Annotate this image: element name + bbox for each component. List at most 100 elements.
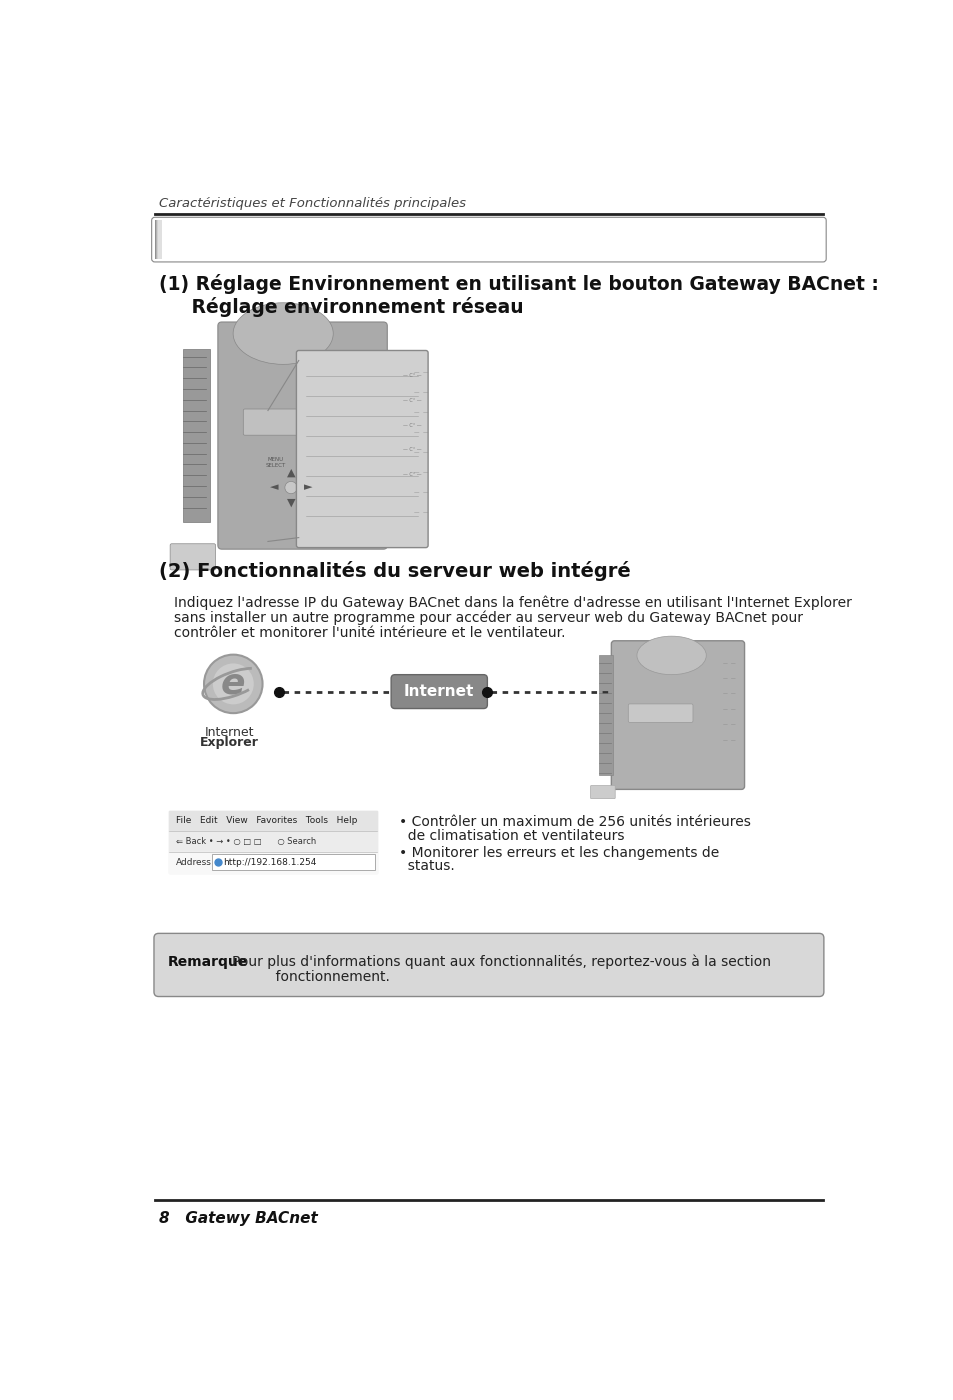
Bar — [157, 220, 161, 259]
FancyBboxPatch shape — [611, 641, 743, 790]
Bar — [156, 220, 160, 259]
Text: —  —: — — — [721, 692, 735, 696]
Bar — [155, 220, 159, 259]
Bar — [155, 220, 159, 259]
Bar — [156, 220, 160, 259]
Bar — [157, 220, 160, 259]
Bar — [154, 220, 158, 259]
Bar — [154, 220, 158, 259]
Bar — [158, 220, 161, 259]
Bar — [156, 220, 160, 259]
Bar — [157, 220, 161, 259]
Bar — [157, 220, 161, 259]
Bar — [158, 220, 162, 259]
Bar — [157, 220, 161, 259]
Bar — [155, 220, 159, 259]
FancyBboxPatch shape — [170, 543, 215, 570]
Bar — [154, 220, 158, 259]
Text: de climatisation et ventilateurs: de climatisation et ventilateurs — [398, 829, 623, 843]
Bar — [156, 220, 160, 259]
Bar — [157, 220, 161, 259]
Bar — [155, 220, 159, 259]
Bar — [156, 220, 160, 259]
Text: —  —: — — — [721, 676, 735, 680]
Bar — [156, 220, 160, 259]
Bar — [157, 220, 161, 259]
Bar — [157, 220, 161, 259]
Bar — [157, 220, 161, 259]
Bar — [155, 220, 159, 259]
Text: —  —: — — — [414, 469, 428, 475]
Bar — [157, 220, 161, 259]
Text: —  —: — — — [414, 510, 428, 515]
Bar — [154, 220, 158, 259]
Text: —  —: — — — [414, 430, 428, 434]
FancyBboxPatch shape — [243, 409, 315, 435]
Text: Caractéristiques et Fonctionnalités principales: Caractéristiques et Fonctionnalités prin… — [158, 197, 465, 210]
FancyBboxPatch shape — [296, 350, 428, 547]
Bar — [155, 220, 159, 259]
Bar — [155, 220, 159, 259]
Bar — [156, 220, 160, 259]
Bar — [155, 220, 159, 259]
Bar — [157, 220, 161, 259]
Bar — [155, 220, 159, 259]
Bar — [155, 220, 159, 259]
Bar — [155, 220, 159, 259]
Bar — [158, 220, 161, 259]
Text: ▲: ▲ — [287, 468, 295, 477]
Bar — [155, 220, 159, 259]
Bar — [154, 220, 158, 259]
Bar — [155, 220, 159, 259]
Text: fonctionnement.: fonctionnement. — [223, 970, 390, 984]
Bar — [156, 220, 160, 259]
Bar — [154, 220, 158, 259]
Bar — [157, 220, 161, 259]
Bar — [155, 220, 159, 259]
Bar — [156, 220, 160, 259]
Bar — [155, 220, 159, 259]
Bar — [155, 220, 159, 259]
Bar — [156, 220, 160, 259]
Circle shape — [285, 482, 297, 494]
Bar — [156, 220, 160, 259]
Bar — [156, 220, 160, 259]
Bar — [598, 655, 612, 774]
Bar — [157, 220, 161, 259]
Bar — [156, 220, 159, 259]
Bar — [155, 220, 158, 259]
Bar — [158, 220, 162, 259]
Text: • Monitorer les erreurs et les changements de: • Monitorer les erreurs et les changemen… — [398, 846, 719, 860]
Bar — [156, 220, 160, 259]
Bar — [156, 220, 160, 259]
Bar — [156, 220, 160, 259]
Bar — [155, 220, 159, 259]
Bar — [156, 220, 160, 259]
Circle shape — [204, 655, 262, 713]
Bar — [156, 220, 160, 259]
FancyBboxPatch shape — [217, 322, 387, 549]
Bar — [155, 220, 158, 259]
Circle shape — [213, 664, 253, 704]
Text: —  —: — — — [414, 449, 428, 455]
Bar — [157, 220, 161, 259]
Bar — [157, 220, 161, 259]
Bar — [155, 220, 159, 259]
Bar — [157, 220, 161, 259]
Bar — [157, 220, 161, 259]
Bar — [154, 220, 158, 259]
Bar — [155, 220, 159, 259]
Bar — [155, 220, 159, 259]
Bar — [158, 220, 162, 259]
Text: (1) Réglage Environnement en utilisant le bouton Gateway BACnet :: (1) Réglage Environnement en utilisant l… — [158, 274, 878, 294]
Bar — [154, 220, 158, 259]
Text: —  —: — — — [721, 722, 735, 727]
Bar — [158, 220, 162, 259]
Bar — [156, 220, 160, 259]
Bar — [157, 220, 161, 259]
Text: Fonctionnalités Principales: Fonctionnalités Principales — [168, 227, 526, 252]
Bar — [155, 220, 159, 259]
Bar — [170, 811, 376, 872]
Bar — [155, 220, 159, 259]
Bar — [157, 220, 161, 259]
